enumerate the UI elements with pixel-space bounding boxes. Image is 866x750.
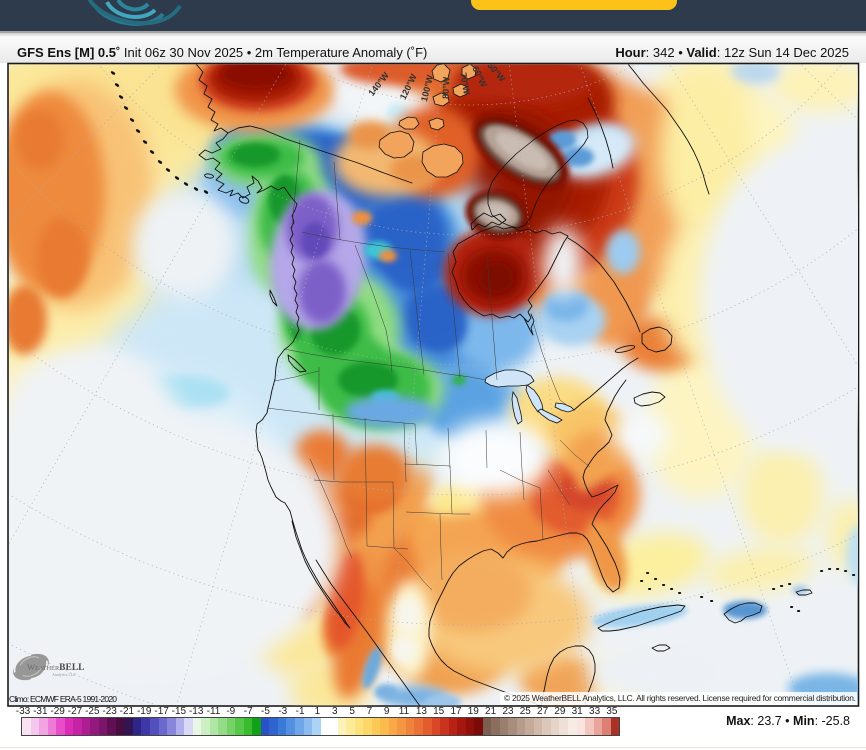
svg-text:Analytics LLC: Analytics LLC: [52, 672, 76, 677]
svg-text:Climo: ECMWF ERA-5 1991-2020: Climo: ECMWF ERA-5 1991-2020: [9, 694, 117, 704]
svg-text:80°W: 80°W: [441, 76, 452, 99]
svg-text:© 2025 WeatherBELL Analytics,: © 2025 WeatherBELL Analytics, LLC. All r…: [504, 693, 856, 703]
svg-text:WEATHERBELL: WEATHERBELL: [27, 662, 85, 673]
svg-text:70°W: 70°W: [458, 72, 472, 96]
